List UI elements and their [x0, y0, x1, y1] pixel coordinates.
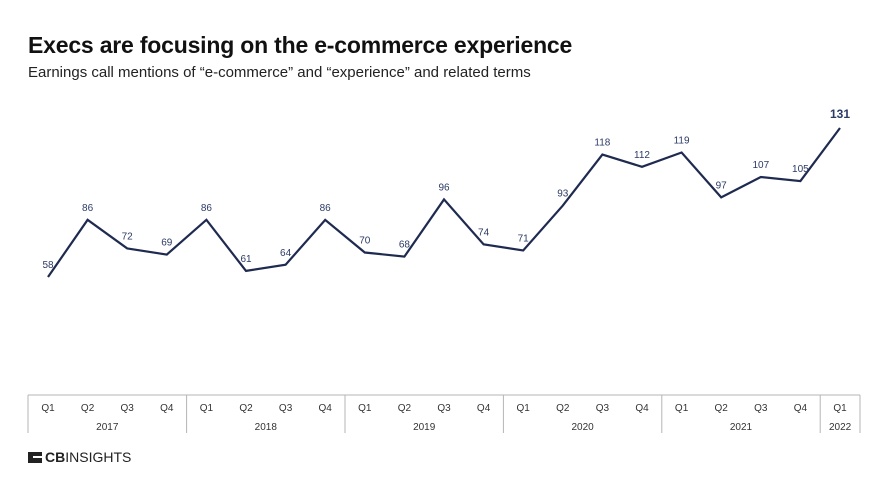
x-year-label: 2022 [829, 422, 852, 433]
x-tick-label: Q2 [239, 403, 253, 414]
data-label: 74 [478, 227, 490, 238]
x-tick-label: Q1 [675, 403, 689, 414]
cbinsights-logo: CBINSIGHTS [28, 449, 131, 465]
x-year-label: 2020 [571, 422, 594, 433]
data-label: 112 [634, 150, 650, 161]
x-year-label: 2021 [730, 422, 753, 433]
x-tick-label: Q3 [754, 403, 768, 414]
data-label: 69 [161, 238, 173, 249]
x-tick-label: Q2 [556, 403, 570, 414]
data-label: 70 [359, 236, 371, 247]
data-label: 131 [830, 107, 850, 121]
data-label: 97 [716, 180, 728, 191]
x-tick-label: Q4 [794, 403, 808, 414]
x-tick-label: Q2 [81, 403, 95, 414]
x-tick-label: Q1 [358, 403, 372, 414]
data-label: 86 [320, 203, 332, 214]
data-label: 119 [674, 135, 690, 146]
chart-subtitle: Earnings call mentions of “e-commerce” a… [28, 64, 531, 81]
chart-title: Execs are focusing on the e-commerce exp… [28, 32, 573, 58]
data-label: 61 [240, 254, 252, 265]
data-label: 86 [201, 203, 213, 214]
data-label: 93 [557, 189, 569, 200]
x-year-label: 2018 [255, 422, 278, 433]
x-tick-label: Q3 [121, 403, 135, 414]
x-tick-label: Q1 [200, 403, 214, 414]
x-tick-label: Q1 [833, 403, 847, 414]
data-label: 118 [594, 138, 610, 149]
x-tick-label: Q1 [517, 403, 531, 414]
data-label: 64 [280, 248, 292, 259]
data-label: 68 [399, 240, 411, 251]
data-label: 105 [792, 164, 809, 175]
x-tick-label: Q4 [635, 403, 649, 414]
x-tick-label: Q2 [398, 403, 412, 414]
x-tick-label: Q2 [715, 403, 729, 414]
x-year-label: 2017 [96, 422, 119, 433]
x-tick-label: Q3 [596, 403, 610, 414]
x-tick-label: Q4 [477, 403, 491, 414]
data-label: 86 [82, 203, 94, 214]
cbinsights-logo-icon [28, 451, 42, 463]
data-label: 71 [518, 233, 530, 244]
x-tick-label: Q4 [160, 403, 174, 414]
data-label: 58 [42, 260, 54, 271]
x-year-label: 2019 [413, 422, 436, 433]
x-tick-label: Q4 [319, 403, 333, 414]
x-tick-label: Q3 [437, 403, 451, 414]
x-tick-label: Q3 [279, 403, 293, 414]
series-line [47, 127, 841, 278]
data-label: 107 [752, 160, 769, 171]
data-label: 96 [438, 182, 450, 193]
x-tick-label: Q1 [41, 403, 55, 414]
data-label: 72 [122, 231, 134, 242]
